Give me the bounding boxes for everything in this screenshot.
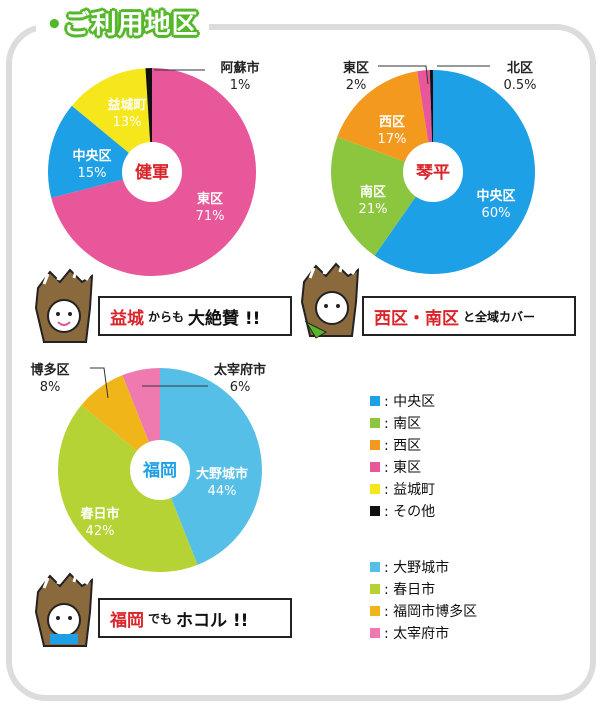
legend-kumamoto: : 中央区 : 南区 : 西区 : 東区 : 益城町 : その他 (370, 390, 435, 522)
slice-percent: 44% (208, 484, 237, 499)
pie-center-hole (122, 142, 182, 202)
legend-fukuoka: : 大野城市 : 春日市 : 福岡市博多区 : 太宰府市 (370, 556, 477, 644)
legend-label: : 東区 (384, 460, 422, 476)
mascot-icon (34, 572, 94, 647)
leader-line (90, 367, 109, 399)
legend-swatch (370, 628, 380, 638)
legend-swatch (370, 606, 380, 616)
banner-big-text: 大絶賛 !! (188, 308, 261, 329)
legend-swatch (370, 584, 380, 594)
pie-center-label: 琴平 (416, 163, 450, 183)
pie-center-hole (403, 142, 463, 202)
legend-label: : 春日市 (384, 582, 436, 598)
slice-label: 南区 (360, 184, 386, 200)
mascot-icon (300, 262, 360, 339)
legend-item: : 太宰府市 (370, 622, 477, 644)
slice-label: 春日市 (79, 506, 119, 522)
legend-item: : 春日市 (370, 578, 477, 600)
pie-slice (71, 68, 152, 172)
slice-label: 東区 (197, 191, 223, 207)
slice-percent: 0.5% (503, 78, 536, 93)
legend-item: : 大野城市 (370, 556, 477, 578)
slice-percent: 71% (196, 209, 225, 224)
banner-small-text: からも (148, 309, 185, 324)
slice-percent: 15% (78, 166, 107, 181)
pie-center-hole (130, 440, 190, 500)
banner-red-text: 西区・南区 (374, 308, 459, 329)
pie-center-label: 福岡 (142, 460, 177, 481)
legend-label: : 中央区 (384, 394, 436, 410)
legend-label: : 益城町 (384, 482, 436, 498)
slice-percent: 60% (482, 206, 511, 221)
banner-mashiki: 益城 からも 大絶賛 !! (98, 296, 292, 336)
legend-swatch (370, 484, 380, 494)
legend-label: : その他 (384, 504, 436, 520)
legend-item: : 中央区 (370, 390, 435, 412)
legend-label: : 福岡市博多区 (384, 604, 478, 620)
legend-swatch (370, 396, 380, 406)
legend-label: : 大野城市 (384, 560, 450, 576)
legend-label: : 西区 (384, 438, 422, 454)
slice-percent: 21% (359, 202, 388, 217)
slice-label: 東区 (343, 60, 369, 76)
slice-label: 益城町 (107, 97, 146, 113)
legend-item: : その他 (370, 500, 435, 522)
mascot-icon (34, 268, 94, 343)
slice-percent: 13% (113, 115, 142, 130)
slice-percent: 42% (86, 524, 115, 539)
legend-item: : 益城町 (370, 478, 435, 500)
pie-chart-fukuoka: 福岡 大野城市 44% 春日市 42% 博多区 8% 太宰府市 6% (30, 362, 266, 573)
slice-percent: 8% (40, 380, 61, 395)
banner-red-text: 益城 (110, 308, 144, 329)
pie-center-label: 健軍 (135, 162, 169, 183)
leader-line (378, 65, 429, 85)
pie-slice (57, 404, 198, 573)
legend-swatch (370, 506, 380, 516)
legend-item: : 南区 (370, 412, 435, 434)
slice-percent: 1% (230, 78, 251, 93)
slice-percent: 2% (346, 78, 367, 93)
legend-swatch (370, 462, 380, 472)
slice-label: 太宰府市 (213, 362, 266, 378)
banner-big-text: ホコル !! (176, 610, 249, 631)
legend-swatch (370, 418, 380, 428)
slice-label: 大野城市 (196, 466, 248, 482)
title-wrap: •ご利用地区 (36, 4, 209, 41)
slice-percent: 17% (378, 132, 407, 147)
slice-percent: 6% (230, 380, 251, 395)
legend-item: : 西区 (370, 434, 435, 456)
legend-item: : 東区 (370, 456, 435, 478)
legend-swatch (370, 440, 380, 450)
banner-fukuoka: 福岡 でも ホコル !! (98, 598, 292, 638)
legend-item: : 福岡市博多区 (370, 600, 477, 622)
pie-slice (81, 375, 160, 470)
slice-label: 北区 (507, 61, 533, 76)
slice-label: 中央区 (72, 148, 111, 164)
slice-label: 阿蘇市 (220, 60, 259, 76)
page-title: •ご利用地区 (46, 10, 199, 40)
legend-label: : 南区 (384, 416, 422, 432)
pie-slice (160, 368, 263, 565)
banner-small-text: でも (148, 611, 173, 626)
legend-swatch (370, 562, 380, 572)
banner-red-text: 福岡 (110, 610, 144, 631)
slice-label: 中央区 (476, 188, 515, 204)
slice-label: 博多区 (30, 362, 69, 378)
banner-nishi-minami: 西区・南区 と全域カバー (362, 296, 576, 336)
pie-slice (337, 71, 433, 172)
legend-label: : 太宰府市 (384, 626, 450, 642)
banner-small-text: と全域カバー (463, 309, 536, 324)
slice-label: 西区 (379, 115, 405, 130)
